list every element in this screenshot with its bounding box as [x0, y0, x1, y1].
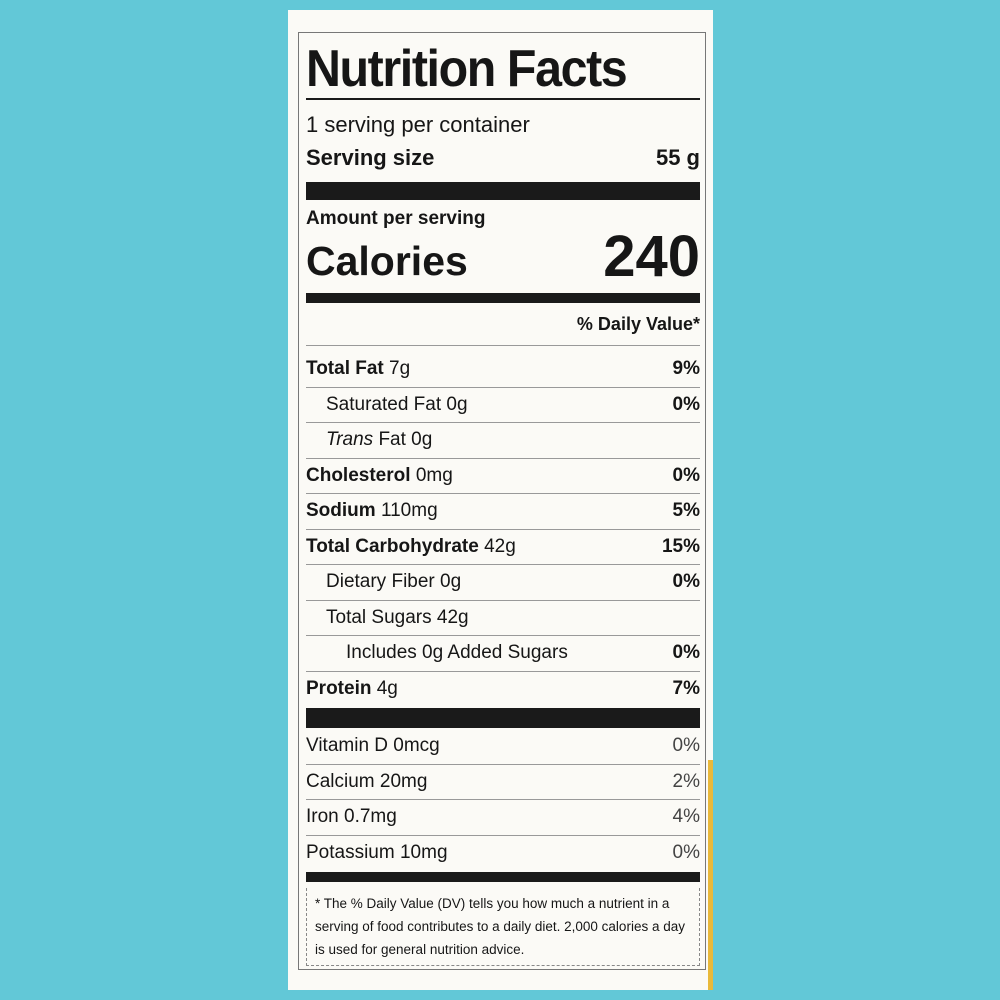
- footnote: * The % Daily Value (DV) tells you how m…: [306, 888, 700, 966]
- vitamin-row-calcium: Calcium 20mg 2%: [306, 765, 700, 800]
- nutrient-row-total-carbohydrate: Total Carbohydrate 42g 15%: [306, 530, 700, 565]
- thick-bar: [306, 708, 700, 728]
- label-title: Nutrition Facts: [306, 40, 628, 98]
- calories-value: 240: [603, 224, 700, 289]
- serving-size-value: 55 g: [655, 145, 700, 170]
- medium-bar: [306, 872, 700, 882]
- nutrient-row-saturated-fat: Saturated Fat 0g 0%: [306, 388, 700, 423]
- serving-size-label: Serving size: [306, 145, 435, 170]
- thick-bar: [306, 182, 700, 200]
- calories-label: Calories: [306, 238, 468, 284]
- label-card: [288, 10, 713, 990]
- amount-per-serving: Amount per serving: [306, 208, 486, 229]
- nutrient-row-dietary-fiber: Dietary Fiber 0g 0%: [306, 565, 700, 601]
- package-edge: [708, 760, 713, 990]
- medium-bar: [306, 293, 700, 303]
- daily-value-header: % Daily Value*: [306, 314, 700, 346]
- nutrient-list: Total Fat 7g 9% Saturated Fat 0g 0% Trans …: [306, 352, 700, 707]
- nutrient-row-total-fat: Total Fat 7g 9%: [306, 352, 700, 388]
- serving-size: Serving size 55 g: [306, 144, 700, 172]
- nutrient-row-added-sugars: Includes 0g Added Sugars 0%: [306, 636, 700, 672]
- nutrient-row-cholesterol: Cholesterol 0mg 0%: [306, 459, 700, 494]
- nutrient-row-total-sugars: Total Sugars 42g: [306, 601, 700, 636]
- label-border: [298, 32, 706, 970]
- servings-per-container: 1 serving per container: [306, 112, 530, 137]
- divider: [306, 98, 700, 100]
- nutrient-row-protein: Protein 4g 7%: [306, 678, 700, 700]
- calories-row: Calories 240: [306, 226, 700, 286]
- vitamin-list: Vitamin D 0mcg 0% Calcium 20mg 2% Iron 0.7…: [306, 729, 700, 871]
- nutrient-row-sodium: Sodium 110mg 5%: [306, 494, 700, 530]
- nutrient-row-trans-fat: Trans Fat 0g: [306, 423, 700, 459]
- vitamin-row-vitamin-d: Vitamin D 0mcg 0%: [306, 729, 700, 765]
- vitamin-row-iron: Iron 0.7mg 4%: [306, 800, 700, 836]
- vitamin-row-potassium: Potassium 10mg 0%: [306, 842, 700, 864]
